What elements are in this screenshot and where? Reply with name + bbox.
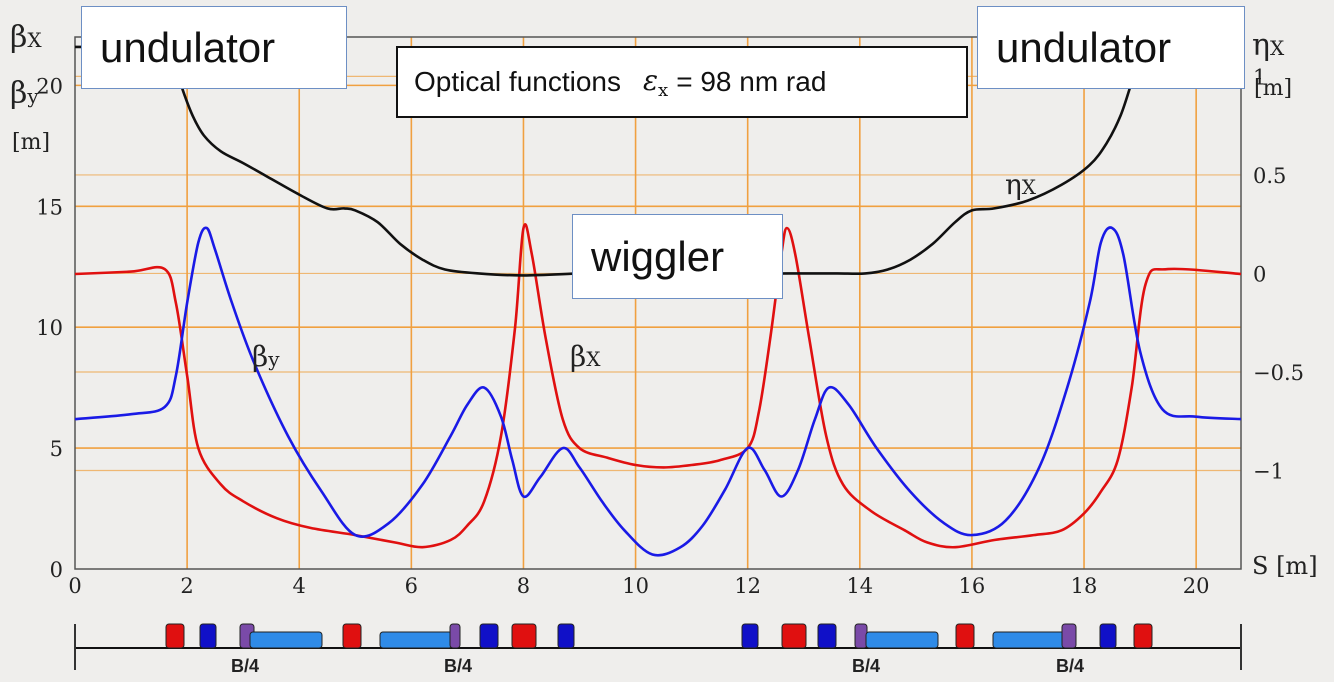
quadrupole-magnet	[1099, 623, 1117, 649]
quadrupole-magnet	[1133, 623, 1153, 649]
y-left-tick-label: 0	[50, 558, 63, 582]
y-right-tick-label: 0.5	[1253, 164, 1286, 188]
x-tick-label: 12	[734, 574, 761, 598]
label-eta-x: ηX	[1005, 168, 1037, 201]
curves	[74, 44, 1242, 557]
quadrupole-magnet	[817, 623, 837, 649]
left-axis-unit: [m]	[12, 130, 51, 155]
y-right-tick-label: −0.5	[1253, 361, 1304, 385]
left-axis-title-betay: βy	[10, 76, 39, 111]
dipole-magnet	[865, 631, 939, 649]
x-tick-label: 16	[959, 574, 986, 598]
quadrupole-magnet	[854, 623, 868, 649]
x-tick-label: 10	[622, 574, 649, 598]
y-right-tick-label: 0	[1253, 262, 1266, 286]
quadrupole-magnet	[511, 623, 537, 649]
x-tick-label: 20	[1183, 574, 1210, 598]
y-left-tick-label: 15	[36, 195, 63, 219]
chart-title-box: Optical functions εx = 98 nm rad	[396, 46, 968, 118]
y-left-tick-label: 20	[36, 74, 63, 98]
x-tick-label: 0	[68, 574, 81, 598]
quadrupole-magnet	[557, 623, 575, 649]
lattice-label: B/4	[444, 656, 472, 676]
y-left-tick-label: 10	[36, 316, 63, 340]
label-beta-x: βX	[570, 340, 601, 373]
x-tick-label: 14	[846, 574, 873, 598]
quadrupole-magnet	[342, 623, 362, 649]
beta-x-curve	[74, 223, 1242, 549]
lattice-label: B/4	[1056, 656, 1084, 676]
x-axis-label: S [m]	[1252, 552, 1318, 580]
x-tick-label: 2	[180, 574, 193, 598]
quadrupole-magnet	[165, 623, 185, 649]
emittance-symbol: εx	[643, 63, 669, 101]
y-left-tick-label: 5	[50, 437, 63, 461]
quadrupole-magnet	[781, 623, 807, 649]
x-tick-label: 8	[517, 574, 530, 598]
chart-title: Optical functions	[414, 66, 621, 97]
plot-frame	[74, 36, 1242, 570]
callout-undulator-left: undulator	[81, 6, 347, 89]
emittance-value: = 98 nm rad	[676, 66, 827, 97]
lattice-label: B/4	[852, 656, 880, 676]
x-tick-label: 4	[293, 574, 306, 598]
x-tick-label: 18	[1071, 574, 1098, 598]
left-axis-title-betax: βX	[10, 20, 42, 55]
y-right-tick-label: −1	[1253, 459, 1284, 483]
quadrupole-magnet	[199, 623, 217, 649]
lattice-diagram: B/4 B/4 B/4 B/4	[74, 623, 1242, 676]
quadrupole-magnet	[479, 623, 499, 649]
label-beta-y: βy	[252, 340, 280, 373]
quadrupole-magnet	[741, 623, 759, 649]
dipole-magnet	[249, 631, 323, 649]
dipole-magnet	[379, 631, 453, 649]
y-right-tick-label: 1	[1253, 65, 1266, 89]
right-axis-title-eta: ηX	[1252, 28, 1285, 63]
dipole-magnet	[992, 631, 1066, 649]
quadrupole-magnet	[449, 623, 461, 649]
quadrupole-magnet	[955, 623, 975, 649]
x-tick-label: 6	[405, 574, 418, 598]
callout-wiggler: wiggler	[572, 214, 783, 299]
axis-ticks: 0 2 4 6 8 10 12 14 16 18 20 0 5 10 15 20 −1 −0.5 0 0.5 1	[36, 65, 1304, 598]
quadrupole-magnet	[1061, 623, 1077, 649]
lattice-label: B/4	[231, 656, 259, 676]
callout-undulator-right: undulator	[977, 6, 1245, 89]
right-axis-unit: [m]	[1254, 76, 1293, 101]
beta-y-curve	[74, 226, 1242, 557]
